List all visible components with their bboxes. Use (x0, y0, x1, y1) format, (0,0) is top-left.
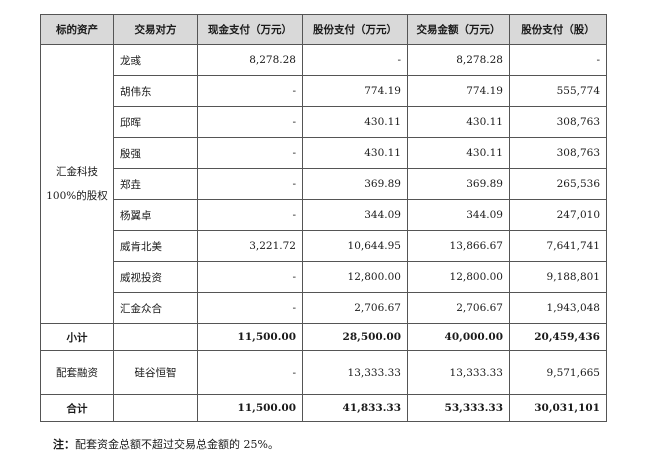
shares-cell: 1,943,048 (509, 292, 607, 324)
table-row: 汇金众合 -2,706.67 2,706.67 1,943,048 (41, 292, 607, 324)
total-cell: 430.11 (407, 106, 510, 138)
cash-cell: - (197, 75, 303, 107)
total-cell: 12,800.00 (407, 261, 510, 293)
share-amount-cell: 369.89 (302, 168, 408, 200)
shares-cell: 20,459,436 (509, 323, 607, 351)
transaction-table: 标的资产 交易对方 现金支付（万元） 股份支付（万元） 交易金额（万元） 股份支… (40, 14, 607, 422)
counterparty-cell: 杨翼卓 (113, 199, 198, 231)
col-header-shares: 股份支付（股） (509, 14, 607, 45)
counterparty-cell (113, 394, 198, 422)
counterparty-cell: 郑垚 (113, 168, 198, 200)
cash-cell: 11,500.00 (197, 323, 303, 351)
supporting-row-label: 配套融资 (40, 350, 114, 395)
shares-cell: 9,571,665 (509, 350, 607, 395)
col-header-cash: 现金支付（万元） (197, 14, 303, 45)
share-amount-cell: 10,644.95 (302, 230, 408, 262)
counterparty-cell (113, 323, 198, 351)
counterparty-cell: 威肯北美 (113, 230, 198, 262)
counterparty-cell: 龙彧 (113, 44, 198, 76)
table-row: 殷强 -430.11 430.11 308,763 (41, 137, 607, 169)
counterparty-cell: 殷强 (113, 137, 198, 169)
col-header-asset: 标的资产 (40, 14, 114, 45)
total-cell: 40,000.00 (407, 323, 510, 351)
footnote: 注：配套资金总额不超过交易总金额的 25%。 (53, 436, 279, 452)
counterparty-cell: 汇金众合 (113, 292, 198, 324)
total-cell: 774.19 (407, 75, 510, 107)
asset-cell: 汇金科技100%的股权 (40, 44, 114, 324)
share-amount-cell: 12,800.00 (302, 261, 408, 293)
cash-cell: - (197, 137, 303, 169)
share-amount-cell: 774.19 (302, 75, 408, 107)
table-row: 邱晖 -430.11 430.11 308,763 (41, 106, 607, 138)
total-cell: 8,278.28 (407, 44, 510, 76)
cash-cell: - (197, 199, 303, 231)
shares-cell: 7,641,741 (509, 230, 607, 262)
share-amount-cell: 344.09 (302, 199, 408, 231)
shares-cell: 308,763 (509, 137, 607, 169)
cash-cell: - (197, 106, 303, 138)
table-row: 郑垚 -369.89 369.89 265,536 (41, 168, 607, 200)
cash-cell: - (197, 168, 303, 200)
total-cell: 13,866.67 (407, 230, 510, 262)
counterparty-cell: 威视投资 (113, 261, 198, 293)
total-cell: 369.89 (407, 168, 510, 200)
shares-cell: - (509, 44, 607, 76)
total-cell: 430.11 (407, 137, 510, 169)
cash-cell: - (197, 261, 303, 293)
col-header-share-amount: 股份支付（万元） (302, 14, 408, 45)
share-amount-cell: 28,500.00 (302, 323, 408, 351)
shares-cell: 247,010 (509, 199, 607, 231)
header-row: 标的资产 交易对方 现金支付（万元） 股份支付（万元） 交易金额（万元） 股份支… (40, 14, 607, 45)
total-cell: 13,333.33 (407, 350, 510, 395)
counterparty-cell: 硅谷恒智 (113, 350, 198, 395)
cash-cell: - (197, 350, 303, 395)
shares-cell: 30,031,101 (509, 394, 607, 422)
grand-total-row-label: 合计 (40, 394, 114, 422)
counterparty-cell: 邱晖 (113, 106, 198, 138)
table-row: 胡伟东 -774.19 774.19 555,774 (41, 75, 607, 107)
table-row: 杨翼卓 -344.09 344.09 247,010 (41, 199, 607, 231)
table-row: 威肯北美 3,221.72 10,644.95 13,866.67 7,641,741 (41, 230, 607, 262)
footnote-label: 注： (53, 438, 75, 451)
table-row: 汇金科技100%的股权 龙彧 8,278.28-8,278.28- (40, 44, 607, 324)
cash-cell: 8,278.28 (197, 44, 303, 76)
total-cell: 2,706.67 (407, 292, 510, 324)
shares-cell: 308,763 (509, 106, 607, 138)
shares-cell: 265,536 (509, 168, 607, 200)
share-amount-cell: 2,706.67 (302, 292, 408, 324)
share-amount-cell: 430.11 (302, 106, 408, 138)
shares-cell: 555,774 (509, 75, 607, 107)
table-row: 威视投资 -12,800.00 12,800.00 9,188,801 (41, 261, 607, 293)
cash-cell: 11,500.00 (197, 394, 303, 422)
total-cell: 53,333.33 (407, 394, 510, 422)
col-header-total: 交易金额（万元） (407, 14, 510, 45)
shares-cell: 9,188,801 (509, 261, 607, 293)
total-cell: 344.09 (407, 199, 510, 231)
cash-cell: - (197, 292, 303, 324)
share-amount-cell: 41,833.33 (302, 394, 408, 422)
cash-cell: 3,221.72 (197, 230, 303, 262)
col-header-counterparty: 交易对方 (113, 14, 198, 45)
share-amount-cell: 430.11 (302, 137, 408, 169)
counterparty-cell: 胡伟东 (113, 75, 198, 107)
share-amount-cell: 13,333.33 (302, 350, 408, 395)
subtotal-row: 小计 11,500.00 28,500.00 40,000.00 20,459,436 (40, 323, 607, 351)
footnote-text: 配套资金总额不超过交易总金额的 25%。 (75, 438, 279, 451)
share-amount-cell: - (302, 44, 408, 76)
supporting-row: 配套融资 硅谷恒智 -13,333.33 13,333.33 9,571,665 (40, 350, 607, 395)
subtotal-row-label: 小计 (40, 323, 114, 351)
grand-total-row: 合计 11,500.00 41,833.33 53,333.33 30,031,101 (40, 394, 607, 422)
